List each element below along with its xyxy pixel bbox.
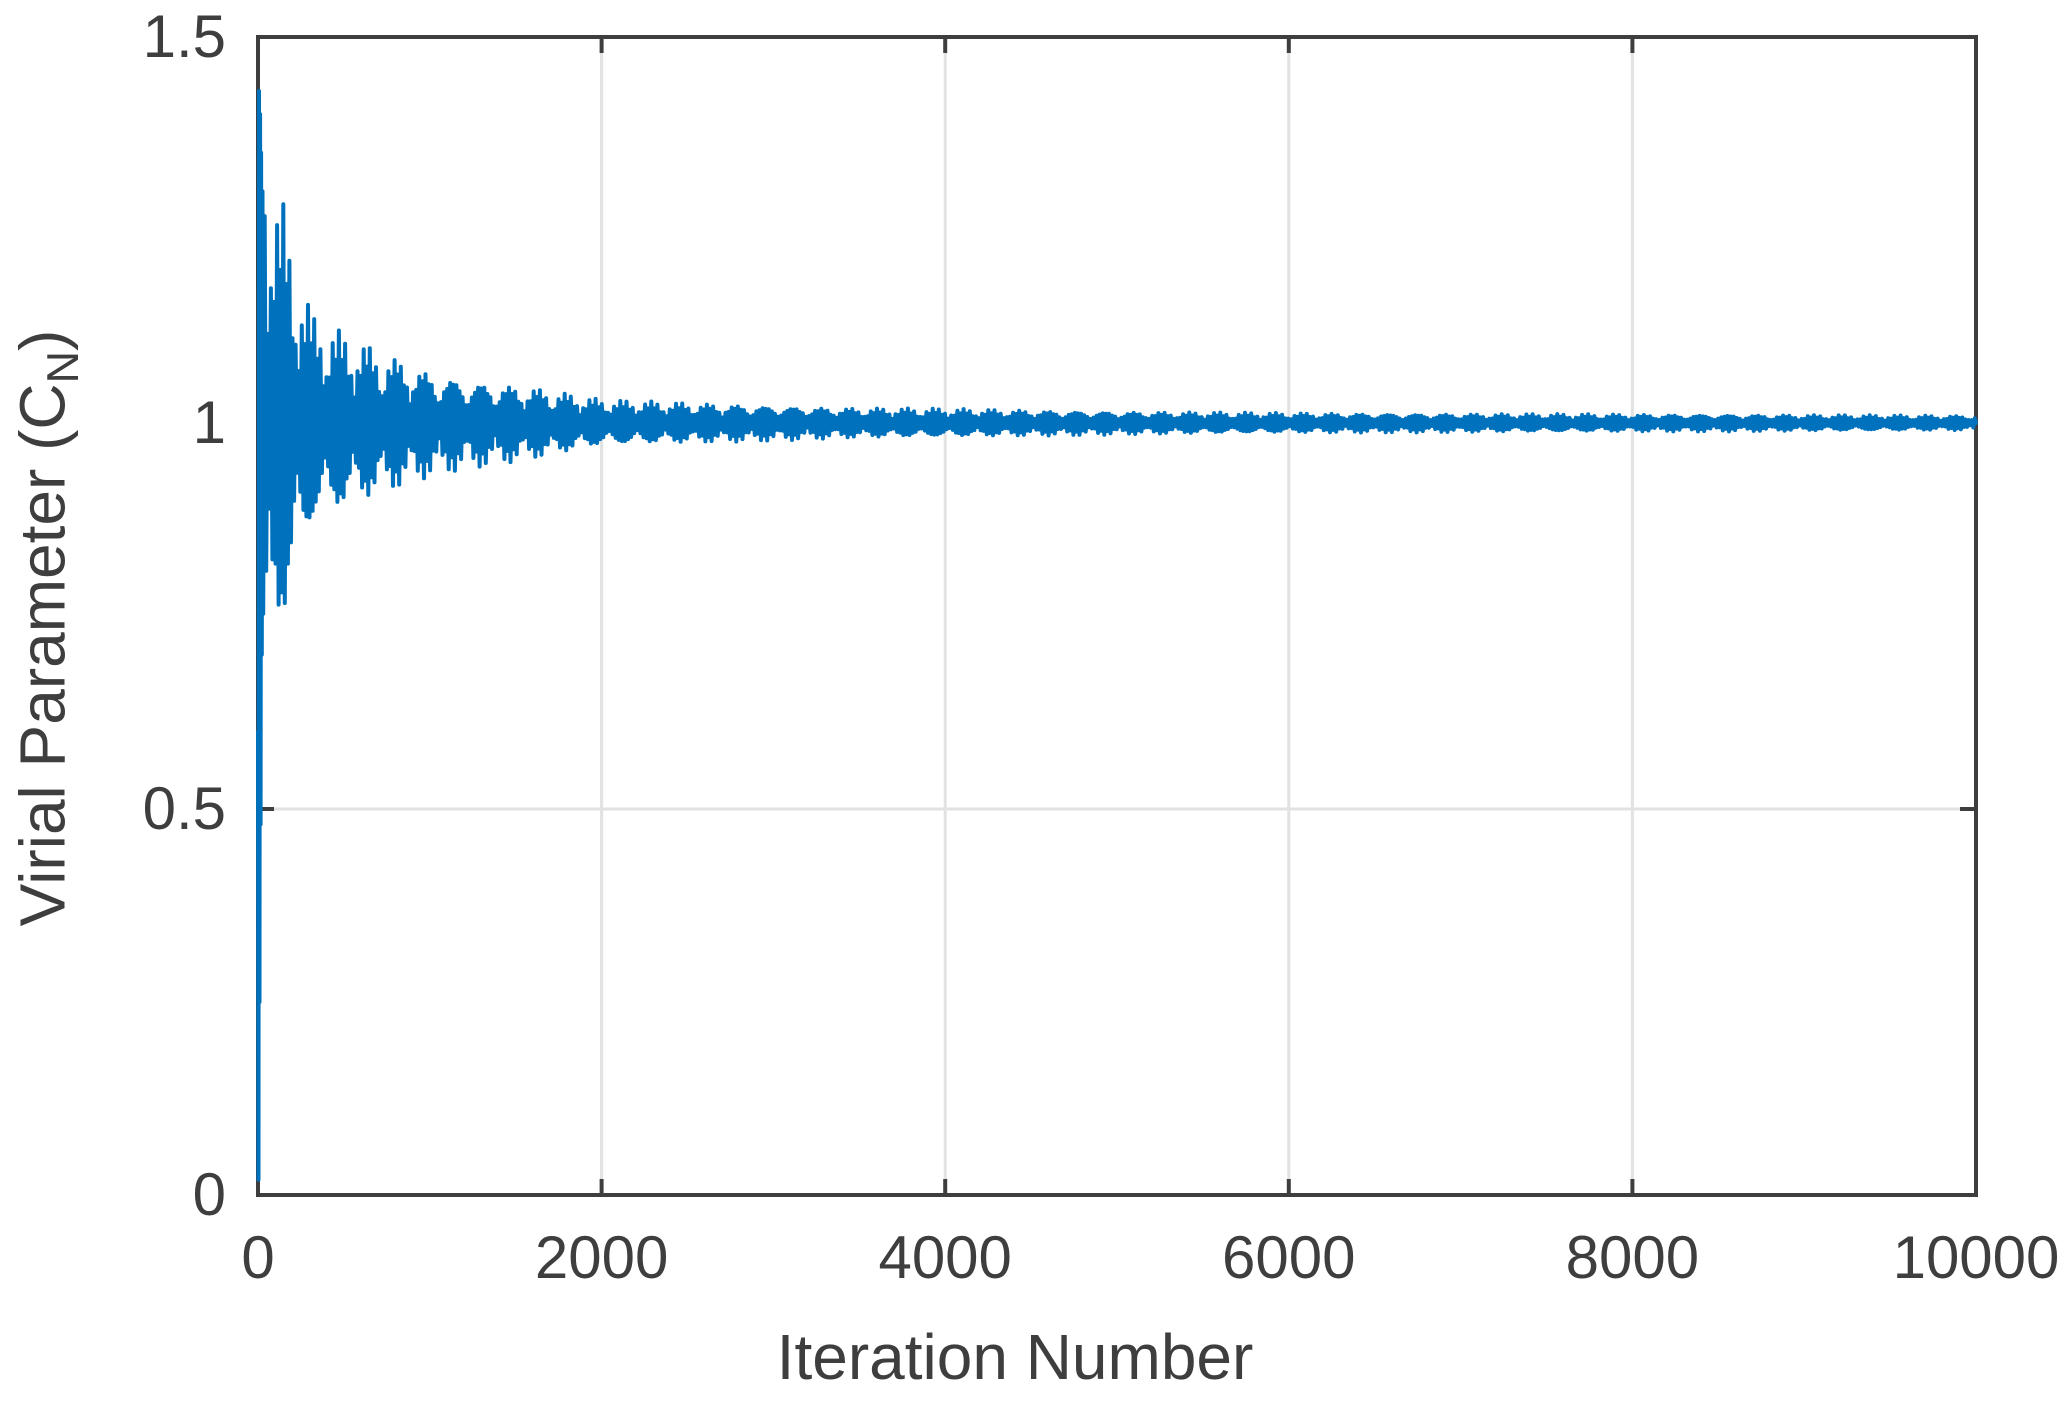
x-tick-label: 10000 — [1892, 1224, 2060, 1291]
x-tick-label: 8000 — [1565, 1224, 1700, 1291]
axes-box-and-ticks — [256, 35, 1978, 1197]
y-tick-label: 0.5 — [142, 775, 226, 842]
y-tick-label: 0 — [192, 1161, 226, 1228]
y-axis-title: Virial Parameter (CN) — [6, 329, 89, 927]
y-axis-title-text: Virial Parameter (C — [6, 383, 79, 927]
x-tick-label: 4000 — [878, 1224, 1012, 1291]
x-tick-label: 6000 — [1222, 1224, 1356, 1291]
x-tick-label: 2000 — [534, 1224, 669, 1291]
y-tick-label: 1 — [192, 389, 226, 456]
y-axis-title-close: ) — [6, 329, 79, 351]
y-tick-label: 1.5 — [142, 3, 226, 70]
x-tick-label: 0 — [241, 1224, 275, 1291]
x-axis-title: Iteration Number — [776, 1321, 1254, 1393]
data-series — [256, 89, 1978, 1182]
gridlines — [256, 35, 1978, 1197]
y-axis-title-subscript: N — [38, 350, 89, 384]
